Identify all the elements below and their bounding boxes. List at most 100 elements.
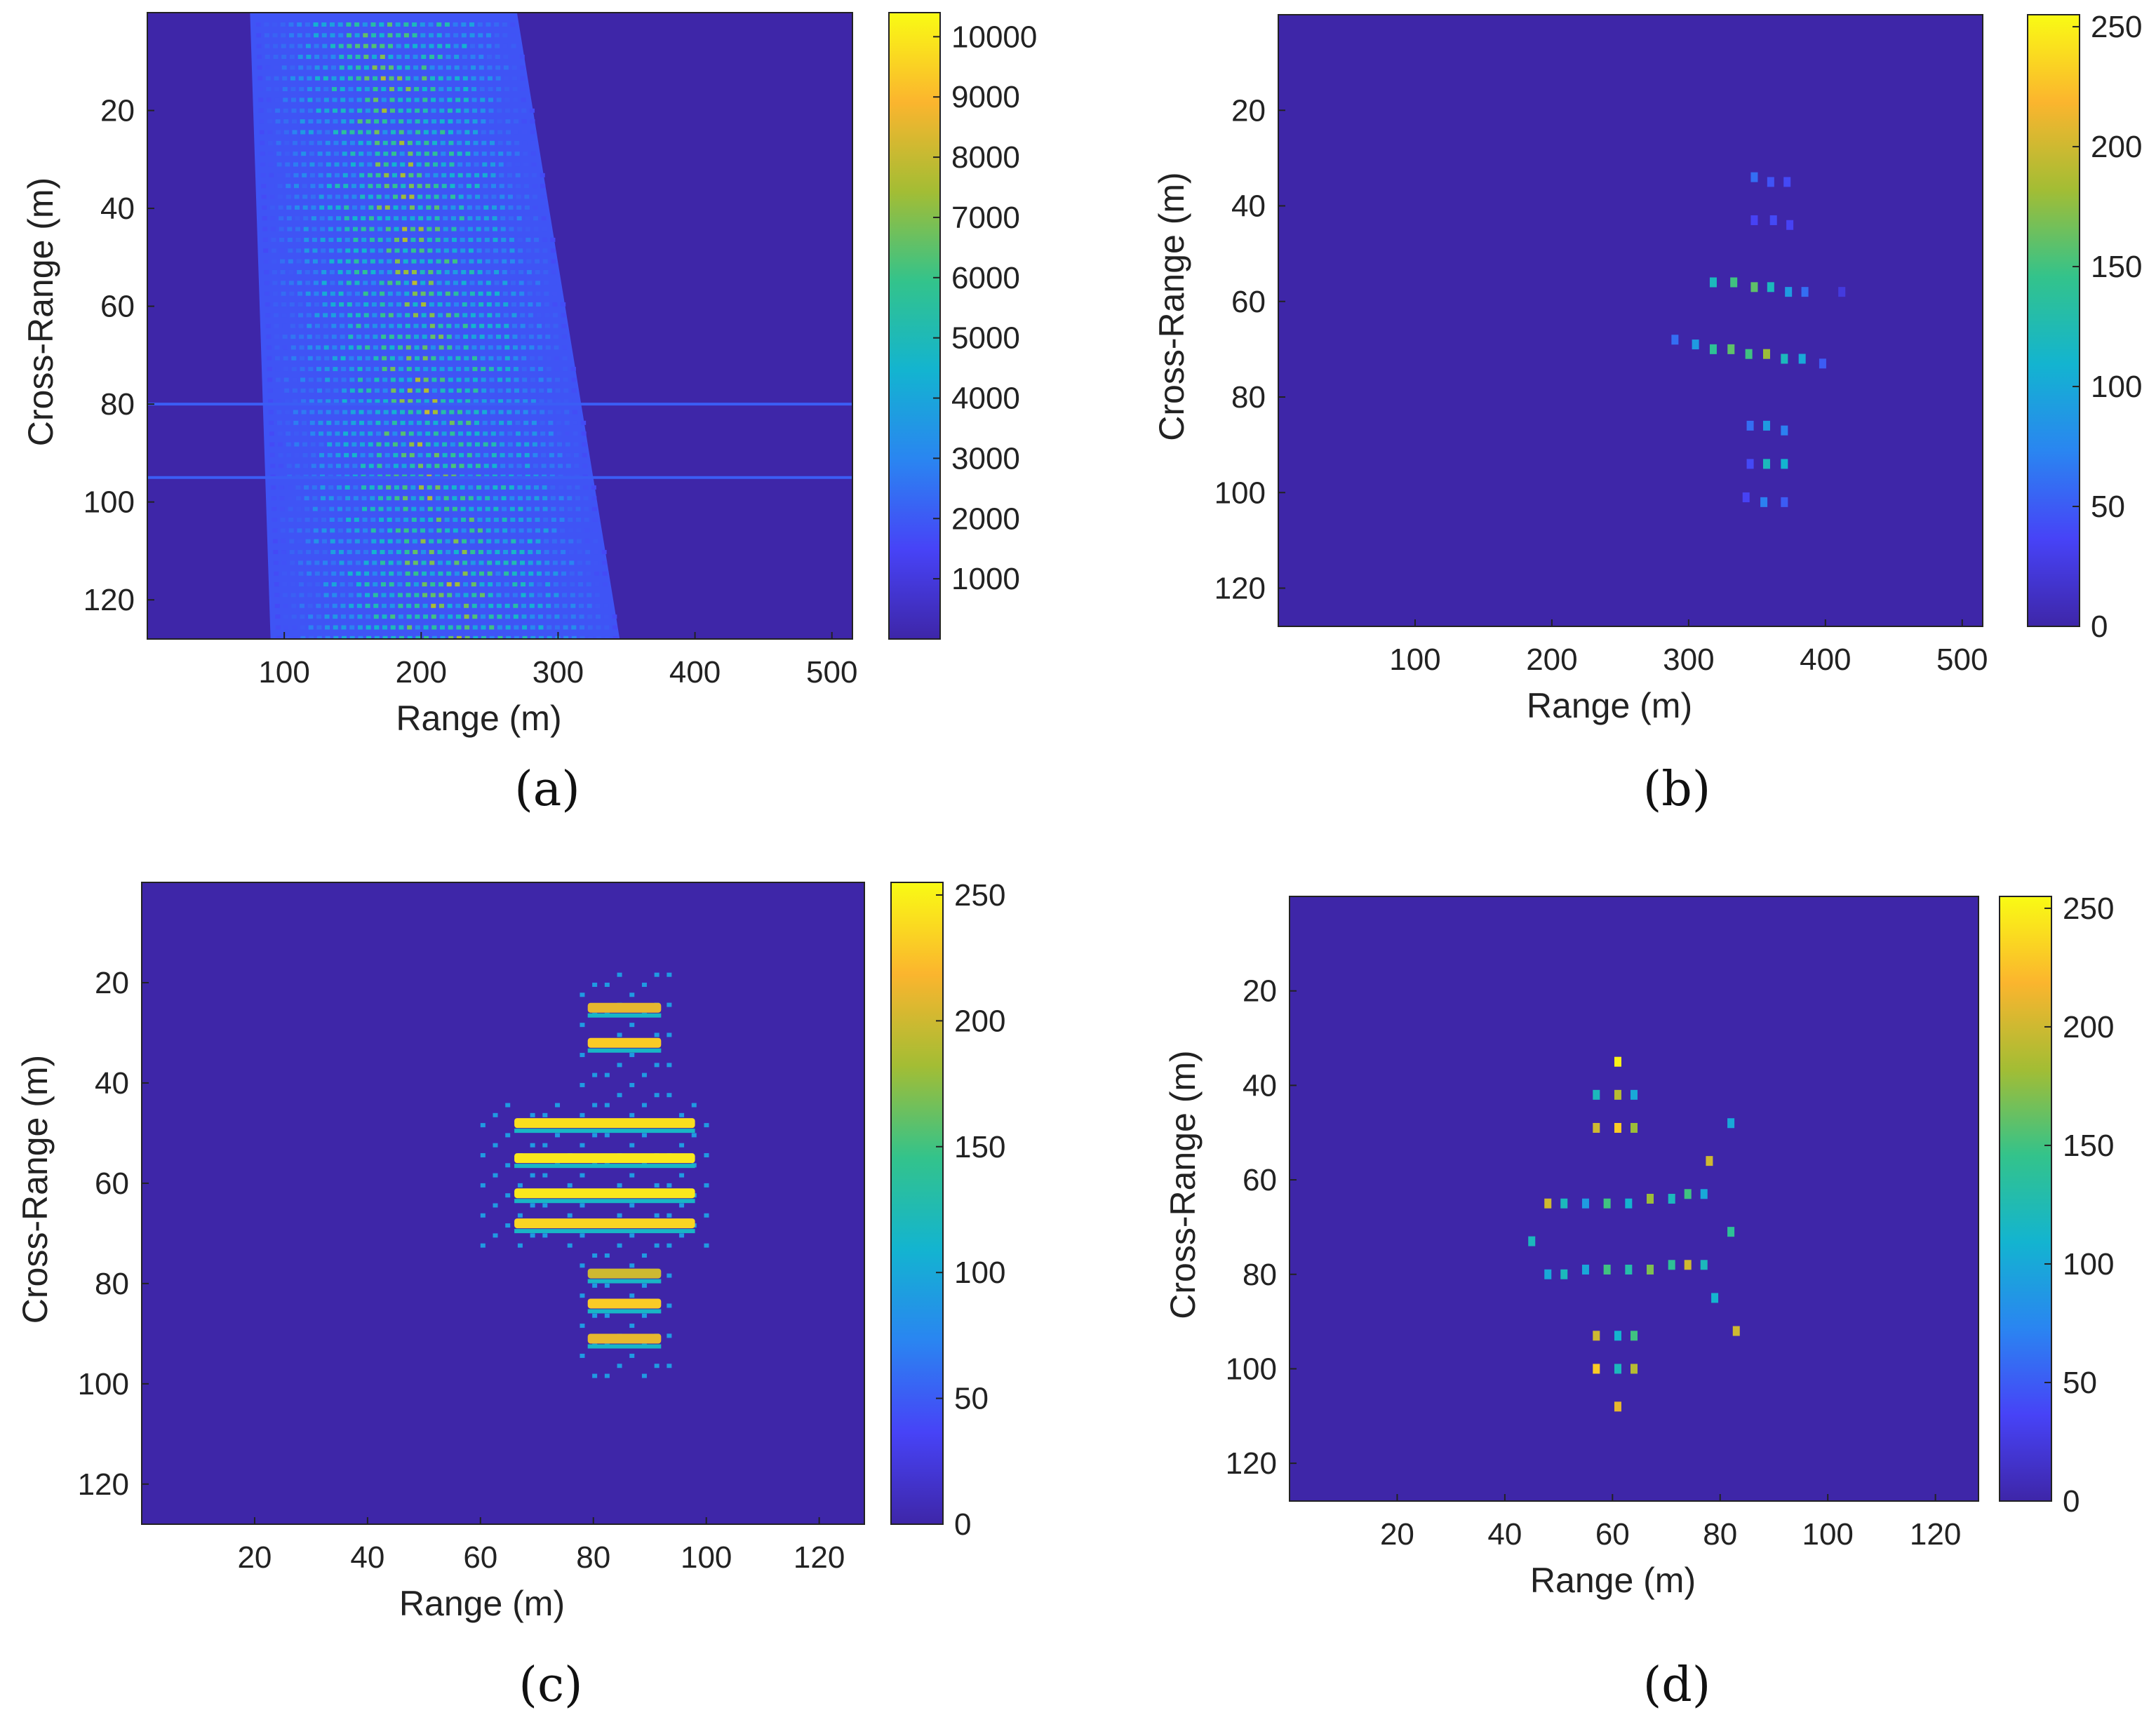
smear-cell xyxy=(464,108,469,113)
smear-cell xyxy=(417,431,422,436)
texture-cell xyxy=(667,1273,672,1278)
smear-cell xyxy=(303,227,309,231)
smear-cell xyxy=(521,108,527,113)
smear-cell xyxy=(400,173,406,177)
smear-cell xyxy=(349,614,354,619)
smear-cell xyxy=(354,539,360,544)
smear-cell xyxy=(486,291,492,296)
smear-cell xyxy=(464,603,469,608)
smear-cell xyxy=(440,140,446,145)
y-tick-label: 20 xyxy=(95,966,129,1000)
smear-cell xyxy=(507,194,513,199)
smear-cell xyxy=(570,603,576,608)
smear-cell xyxy=(330,291,335,296)
smear-cell xyxy=(347,560,353,565)
smear-cell xyxy=(476,227,481,231)
smear-cell xyxy=(378,517,384,522)
smear-cell xyxy=(387,43,393,48)
smear-cell xyxy=(346,528,351,533)
smear-cell xyxy=(471,65,476,70)
smear-cell xyxy=(386,496,391,501)
smear-cell xyxy=(293,431,299,436)
smear-cell xyxy=(374,625,380,630)
smear-cell xyxy=(506,140,511,145)
smear-cell xyxy=(405,571,410,576)
smear-cell xyxy=(474,173,480,177)
smear-cell xyxy=(445,539,450,544)
smear-cell xyxy=(342,399,347,404)
smear-cell xyxy=(379,528,384,533)
smear-cell xyxy=(546,603,551,608)
smear-cell xyxy=(329,506,335,511)
smear-cell xyxy=(347,291,352,296)
smear-cell xyxy=(356,345,362,350)
scatterer-point xyxy=(1767,177,1774,187)
scatterer-point xyxy=(1727,344,1735,354)
smear-cell xyxy=(531,420,537,425)
smear-cell xyxy=(352,216,358,221)
smear-cell xyxy=(284,140,290,145)
smear-cell xyxy=(552,560,558,565)
smear-cell xyxy=(482,173,488,177)
smear-cell xyxy=(271,237,276,242)
smear-cell xyxy=(472,625,478,630)
smear-cell xyxy=(340,614,346,619)
smear-cell xyxy=(260,162,266,167)
y-tick-label: 40 xyxy=(95,1066,129,1101)
smear-cell xyxy=(444,259,450,264)
smear-cell xyxy=(344,485,350,490)
smear-cell xyxy=(297,302,303,307)
smear-cell xyxy=(298,582,304,587)
smear-cell xyxy=(604,625,610,630)
smear-cell xyxy=(448,614,453,619)
smear-cell xyxy=(358,140,363,145)
texture-cell xyxy=(530,1203,535,1208)
texture-cell xyxy=(580,1082,585,1087)
scatterer-point xyxy=(1614,1089,1621,1100)
smear-cell xyxy=(370,22,376,27)
smear-cell xyxy=(422,356,428,361)
smear-cell xyxy=(466,184,471,189)
smear-cell xyxy=(275,119,281,124)
smear-cell xyxy=(405,560,410,565)
smear-cell xyxy=(575,506,581,511)
smear-cell xyxy=(491,184,497,189)
colorbar-tick-label: 9000 xyxy=(951,80,1020,114)
smear-cell xyxy=(463,97,469,102)
smear-cell xyxy=(449,162,455,167)
smear-cell xyxy=(391,399,396,404)
smear-cell xyxy=(286,216,292,221)
smear-cell xyxy=(502,43,508,48)
smear-cell xyxy=(317,410,323,415)
smear-cell xyxy=(424,152,429,156)
smear-cell xyxy=(531,410,537,415)
smear-cell xyxy=(444,517,450,522)
smear-cell xyxy=(260,140,265,145)
smear-cell xyxy=(292,377,297,382)
smear-cell xyxy=(415,614,420,619)
smear-cell xyxy=(551,506,556,511)
x-tick-label: 80 xyxy=(576,1540,610,1575)
smear-cell xyxy=(296,517,302,522)
smear-cell xyxy=(374,130,380,135)
smear-cell xyxy=(314,323,320,328)
smear-cell xyxy=(290,313,295,318)
smear-cell xyxy=(351,442,357,447)
smear-cell xyxy=(387,506,392,511)
smear-cell xyxy=(552,302,558,307)
smear-cell xyxy=(367,162,373,167)
smear-cell xyxy=(521,97,526,102)
smear-cell xyxy=(436,259,441,264)
smear-cell xyxy=(346,22,351,27)
smear-cell xyxy=(488,603,494,608)
smear-cell xyxy=(475,452,481,457)
smear-cell xyxy=(451,227,457,231)
smear-cell xyxy=(314,43,319,48)
smear-cell xyxy=(340,582,345,587)
smear-cell xyxy=(307,323,312,328)
smear-cell xyxy=(283,97,288,102)
smear-cell xyxy=(390,367,396,372)
smear-cell xyxy=(356,65,361,70)
smear-cell xyxy=(304,259,310,264)
smear-cell xyxy=(490,420,496,425)
